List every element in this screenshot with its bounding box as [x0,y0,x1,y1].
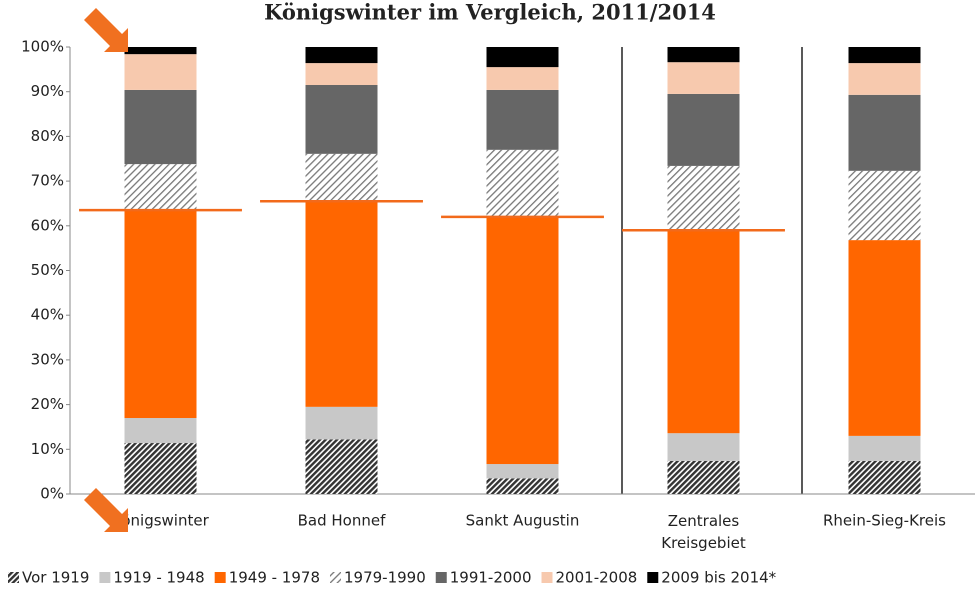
bar-segment [667,231,740,434]
bar-segment [305,63,378,85]
bar-segment [486,67,559,90]
bar-segment [667,433,740,461]
legend-swatch [214,572,226,583]
legend-swatch [8,572,19,583]
bar-segment [124,89,197,165]
legend-label: 1991-2000 [450,569,532,587]
bar-segment [124,47,197,55]
bar-segment [486,149,559,217]
bar-segment [486,478,559,494]
bar-segment [848,63,921,95]
legend-label: 2009 bis 2014* [661,569,776,587]
bar-segment [667,93,740,166]
legend-swatch [541,572,553,583]
bar-segment [667,47,740,63]
bar-segment [124,54,197,90]
y-tick-label: 80% [31,127,64,145]
bar-segment [305,406,378,440]
x-tick-label: Rhein-Sieg-Kreis [823,512,946,530]
y-tick-label: 10% [31,440,64,458]
bar-segment [305,201,378,407]
arrow [84,8,128,52]
y-tick-label: 50% [31,261,64,279]
y-tick-label: 20% [31,395,64,413]
bar-segment [305,153,378,202]
bar-segment [305,47,378,64]
bar-segment [848,47,921,64]
legend-label: 1949 - 1978 [229,569,320,587]
bar-segment [848,460,921,494]
bar-segment [486,47,559,68]
y-tick-label: 30% [31,350,64,368]
bar-segment [667,165,740,232]
bar-segment [124,418,197,444]
legend-swatch [99,572,111,583]
chart-title: Königswinter im Vergleich, 2011/2014 [264,0,716,25]
y-tick-label: 100% [21,38,64,56]
x-tick-label: Sankt Augustin [466,512,580,530]
arrow [84,488,128,532]
legend-label: Vor 1919 [22,569,89,587]
bar-segment [486,89,559,150]
bar-segment [305,84,378,154]
x-tick-label: Bad Honnef [298,512,386,530]
legend-swatch [329,572,341,583]
bar-segment [667,460,740,494]
bar-segment [667,62,740,94]
bar-segment [848,240,921,436]
y-tick-label: 90% [31,82,64,100]
legend-label: 2001-2008 [556,569,638,587]
bar-segment [124,443,197,494]
y-tick-label: 60% [31,216,64,234]
bar-segment [124,164,197,211]
legend-swatch [647,572,659,583]
y-tick-label: 40% [31,306,64,324]
bar-segment [848,435,921,461]
bar-segment [124,210,197,419]
y-tick-label: 0% [40,485,64,503]
bar-segment [486,464,559,479]
legend-label: 1979-1990 [344,569,426,587]
legend-swatch [435,572,447,583]
bar-segment [848,170,921,241]
y-tick-label: 70% [31,172,64,190]
legend-label: 1919 - 1948 [113,569,204,587]
x-tick-label: Königswinter [112,512,209,530]
bar-segment [305,439,378,494]
bar-segment [848,94,921,171]
x-tick-label: Zentrales Kreisgebiet [661,512,746,552]
bar-segment [486,216,559,465]
